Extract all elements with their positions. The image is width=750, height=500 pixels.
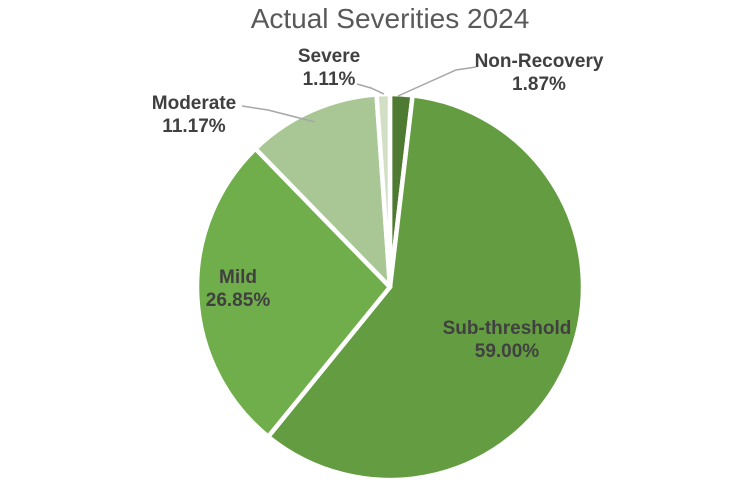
chart-title: Actual Severities 2024 (250, 3, 530, 34)
slice-label-sub-threshold-value: 59.00% (474, 341, 540, 362)
slice-label-non-recovery-value: 1.87% (512, 74, 566, 95)
leader-lines (241, 66, 477, 123)
slice-label-mild: Mild 26.85% (206, 266, 270, 312)
slice-label-severe-name: Severe (297, 46, 361, 67)
leader-line-moderate (241, 105, 316, 123)
slice-label-moderate-name: Moderate (151, 93, 237, 114)
pie-slice-sub-threshold (265, 93, 586, 483)
leader-line-non-recovery (397, 66, 477, 97)
pie-slice-moderate (253, 92, 393, 290)
leader-line-severe (356, 83, 385, 95)
slice-label-mild-name: Mild (218, 267, 257, 288)
slice-label-sub-threshold: Sub-threshold 59.00% (443, 317, 572, 363)
slice-label-sub-threshold-name: Sub-threshold (442, 318, 572, 339)
slice-label-moderate: Moderate 11.17% (152, 92, 236, 138)
slice-label-moderate-value: 11.17% (162, 116, 226, 137)
pie-slices (194, 91, 586, 483)
slice-label-severe-value: 1.11% (302, 69, 356, 90)
pie-slice-mild (194, 146, 393, 439)
slice-label-mild-value: 26.85% (205, 290, 271, 311)
slice-label-non-recovery-name: Non-Recovery (474, 51, 604, 72)
slice-label-severe: Severe 1.11% (298, 45, 360, 91)
slice-label-non-recovery: Non-Recovery 1.87% (475, 50, 604, 96)
